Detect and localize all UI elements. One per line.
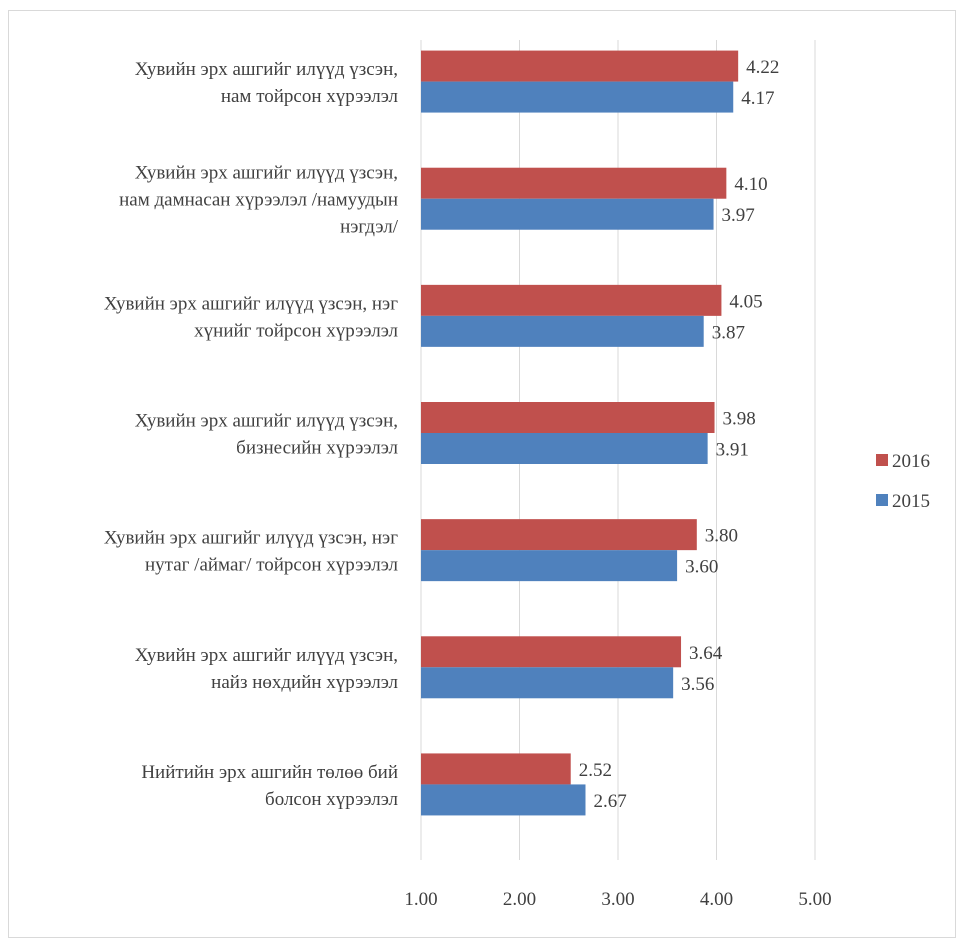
category-labels: Хувийн эрх ашгийг илүүд үзсэн, нам тойрсо…: [104, 59, 399, 810]
bar-2015: [421, 198, 714, 230]
x-tick-label: 5.00: [798, 889, 831, 910]
data-label-2015: 3.87: [712, 322, 745, 343]
data-label-2016: 2.52: [579, 760, 612, 781]
category-label: Хувийн эрх ашгийг илүүд үзсэн, нам дамнас…: [119, 163, 399, 238]
data-label-2015: 3.91: [716, 440, 749, 461]
legend-label-2016: 2016: [892, 451, 930, 472]
data-label-2015: 3.97: [722, 205, 755, 226]
x-tick-label: 2.00: [503, 889, 536, 910]
data-label-2016: 4.10: [734, 174, 767, 195]
bar-2015: [421, 667, 674, 699]
data-label-2015: 3.60: [685, 557, 718, 578]
data-label-2016: 3.80: [705, 526, 738, 547]
bar-2016: [421, 402, 715, 433]
category-label: Нийтийн эрх ашгийн төлөө бий болсон хүрээ…: [141, 762, 398, 810]
legend-swatch-2016: [876, 454, 888, 466]
tick-labels: 1.00 2.00 3.00 4.00 5.00: [404, 889, 831, 910]
x-tick-label: 1.00: [404, 889, 437, 910]
bar-2015: [421, 433, 708, 464]
bar-2015: [421, 315, 704, 347]
data-label-2016: 3.64: [689, 643, 723, 664]
category-label: Хувийн эрх ашгийг илүүд үзсэн, нэг хүнийг…: [104, 293, 399, 341]
bar-2015: [421, 784, 586, 816]
bar-2016: [421, 50, 739, 82]
bar-2015: [421, 550, 678, 582]
x-tick-label: 4.00: [700, 889, 733, 910]
bar-2015: [421, 81, 734, 113]
category-label: Хувийн эрх ашгийг илүүд үзсэн, нэг нутаг …: [104, 528, 399, 576]
bar-2016: [421, 636, 682, 668]
bar-2016: [421, 284, 722, 316]
data-label-2016: 4.05: [729, 291, 762, 312]
category-label: Хувийн эрх ашгийг илүүд үзсэн, бизнесийн …: [135, 411, 399, 459]
x-tick-label: 3.00: [601, 889, 634, 910]
bar-2016: [421, 167, 727, 199]
category-label: Хувийн эрх ашгийг илүүд үзсэн, найз нөхди…: [135, 645, 399, 693]
bar-2016: [421, 753, 571, 785]
category-label: Хувийн эрх ашгийг илүүд үзсэн, нам тойрсо…: [135, 59, 399, 107]
bar-2016: [421, 519, 697, 551]
data-label-2015: 4.17: [741, 88, 774, 109]
data-label-2016: 3.98: [723, 409, 756, 430]
data-label-2015: 3.56: [681, 674, 714, 695]
bars: 4.22 4.17 4.10 3.97 4.05 3.87 3.98 3.91 3.80 3.60…: [421, 50, 779, 816]
data-label-2015: 2.67: [593, 791, 626, 812]
legend-swatch-2015: [876, 494, 888, 506]
legend: 2016 2015: [876, 451, 930, 512]
data-label-2016: 4.22: [746, 57, 779, 78]
legend-label-2015: 2015: [892, 491, 930, 512]
